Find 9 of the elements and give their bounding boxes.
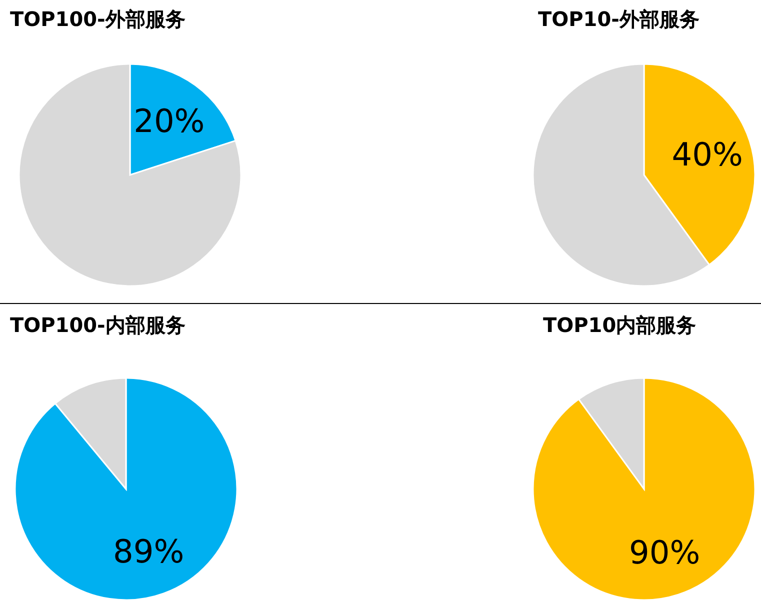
chart-title: TOP10内部服务 (543, 312, 696, 339)
pie-slice (18, 63, 242, 287)
chart-title: TOP10-外部服务 (538, 6, 700, 33)
data-label: 89% (112, 532, 184, 571)
data-label: 40% (672, 135, 743, 174)
chart-title: TOP100-外部服务 (10, 6, 186, 33)
chart-title: TOP100-内部服务 (10, 312, 186, 339)
data-label: 20% (134, 102, 205, 140)
data-label: 90% (629, 533, 700, 572)
